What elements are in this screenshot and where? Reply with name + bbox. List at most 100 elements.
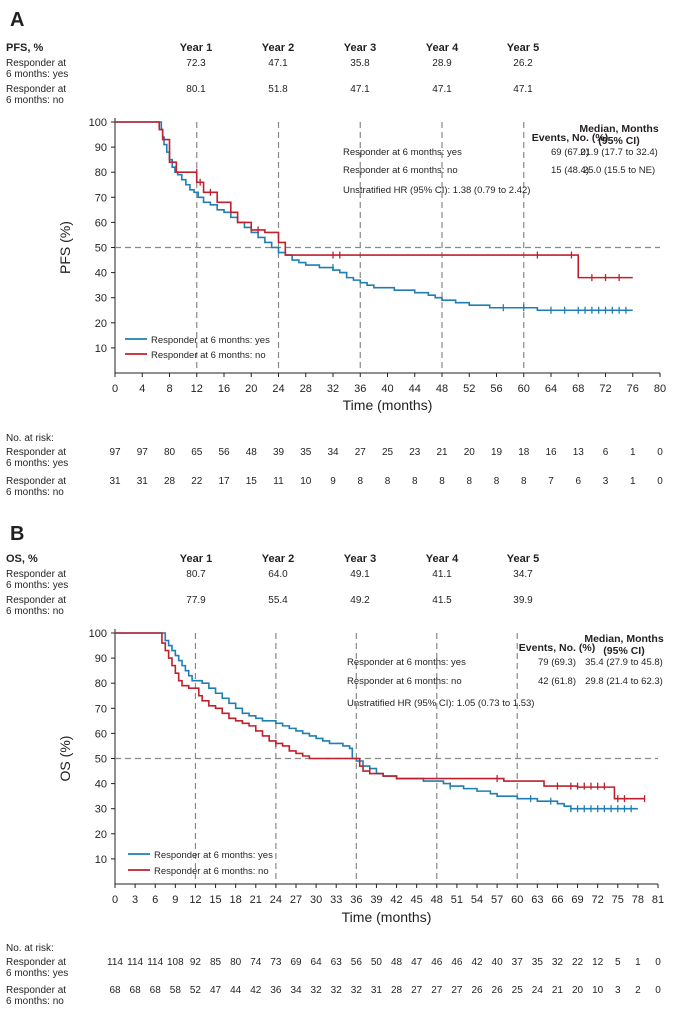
panel-b-at-risk-value: 32 [552,957,564,968]
panel-a-letter: A [10,9,24,31]
panel-b-x-tick-label: 69 [571,894,583,906]
panel-a-at-risk-value: 17 [218,476,230,487]
panel-b-at-risk-value: 68 [150,985,162,996]
panel-a-at-risk-value: 8 [521,476,527,487]
panel-a-at-risk-value: 13 [573,447,585,458]
panel-a-at-risk-value: 6 [575,476,581,487]
panel-b-table-value: 39.9 [513,595,533,606]
panel-a-year-header: Year 1 [180,42,212,54]
panel-b-stats-events: 42 (61.8) [538,676,576,687]
panel-b-at-risk-value: 40 [492,957,504,968]
panel-a-at-risk-value: 8 [412,476,418,487]
panel-b-at-risk-value: 114 [127,957,143,968]
panel-a-at-risk-label: Responder at [6,476,66,487]
panel-a-x-tick-label: 76 [627,383,639,395]
panel-a-at-risk-label: Responder at [6,447,66,458]
panel-b-table-value: 41.5 [432,595,452,606]
panel-a-at-risk-value: 97 [137,447,149,458]
panel-a-at-risk-value: 8 [466,476,472,487]
panel-b-at-risk-value: 47 [210,985,222,996]
panel-b-at-risk-value: 114 [147,957,163,968]
panel-a-y-tick-label: 30 [95,293,107,305]
panel-b-x-tick-label: 42 [390,894,402,906]
panel-b-table-value: 34.7 [513,569,533,580]
panel-a-at-risk-value: 48 [246,447,258,458]
panel-b-at-risk-label: 6 months: yes [6,968,68,979]
panel-b-at-risk-value: 47 [411,957,423,968]
panel-b-letter: B [10,523,24,545]
panel-a-x-tick-label: 40 [381,383,393,395]
panel-b-at-risk-label: 6 months: no [6,996,64,1007]
panel-a-x-tick-label: 72 [599,383,611,395]
panel-b-x-tick-label: 39 [370,894,382,906]
panel-b-at-risk-title: No. at risk: [6,943,54,954]
panel-a-table-row-label: 6 months: yes [6,69,68,80]
panel-b-at-risk-value: 21 [552,985,564,996]
panel-b-at-risk-value: 27 [451,985,463,996]
panel-a-legend-label: Responder at 6 months: no [151,350,266,361]
panel-a-at-risk-value: 35 [300,447,312,458]
panel-b-curve-yes [115,632,638,810]
panel-b-x-tick-label: 57 [491,894,503,906]
panel-a-at-risk-value: 3 [603,476,609,487]
panel-b-x-tick-label: 27 [290,894,302,906]
panel-b-at-risk-value: 37 [512,957,524,968]
panel-b-x-tick-label: 24 [270,894,282,906]
panel-b-year-header: Year 4 [426,553,459,565]
panel-a-x-tick-label: 60 [518,383,530,395]
panel-b-table-value: 77.9 [186,595,206,606]
panel-b-x-tick-label: 81 [652,894,664,906]
panel-b-x-tick-label: 36 [350,894,362,906]
panel-a-at-risk-value: 56 [218,447,230,458]
panel-a-at-risk-value: 19 [491,447,503,458]
panel-b-y-tick-label: 20 [95,829,107,841]
panel-b-x-tick-label: 3 [132,894,138,906]
panel-b-x-tick-label: 0 [112,894,118,906]
panel-b-at-risk-value: 68 [109,985,121,996]
panel-a-table-value: 51.8 [268,84,288,95]
panel-b-stats-median: 29.8 (21.4 to 62.3) [585,676,663,687]
panel-a-stats-events: 15 (48.4) [551,165,589,176]
panel-b-x-tick-label: 48 [431,894,443,906]
panel-b-at-risk-value: 32 [311,985,323,996]
panel-a-at-risk-value: 23 [409,447,421,458]
panel-b-y-tick-label: 40 [95,779,107,791]
panel-b-y-axis-label: OS (%) [57,736,73,782]
panel-b-at-risk-value: 80 [230,957,242,968]
panel-b-at-risk-value: 28 [391,985,403,996]
panel-a-at-risk-value: 80 [164,447,176,458]
panel-a-at-risk-value: 25 [382,447,394,458]
panel-b-at-risk-value: 44 [230,985,242,996]
panel-b-x-tick-label: 33 [330,894,342,906]
panel-a-x-tick-label: 24 [272,383,284,395]
panel-b-at-risk-value: 42 [471,957,483,968]
panel-b-y-tick-label: 70 [95,703,107,715]
panel-a-at-risk-value: 22 [191,476,203,487]
panel-a-x-tick-label: 12 [191,383,203,395]
panel-a-x-tick-label: 48 [436,383,448,395]
panel-b-median-header: (95% CI) [603,645,644,657]
panel-b-at-risk-value: 73 [270,957,282,968]
panel-a-stats-events: 69 (67.0) [551,147,589,158]
panel-a-x-tick-label: 56 [490,383,502,395]
panel-b-year-header: Year 3 [344,553,376,565]
panel-b-at-risk-value: 2 [635,985,641,996]
panel-b-x-tick-label: 60 [511,894,523,906]
panel-a-at-risk-value: 6 [603,447,609,458]
panel-b-at-risk-value: 69 [290,957,302,968]
panel-b-at-risk-value: 56 [351,957,363,968]
panel-b-table-value: 41.1 [432,569,452,580]
panel-b-table-value: 55.4 [268,595,288,606]
panel-b-at-risk-value: 74 [250,957,262,968]
panel-b-stats-median: 35.4 (27.9 to 45.8) [585,657,663,668]
panel-b-at-risk-value: 114 [107,957,123,968]
panel-a-at-risk-value: 28 [164,476,176,487]
panel-b-y-tick-label: 80 [95,678,107,690]
panel-b-at-risk-value: 32 [351,985,363,996]
panel-a-x-tick-label: 16 [218,383,230,395]
panel-b-at-risk-value: 48 [391,957,403,968]
panel-a-at-risk-value: 8 [385,476,391,487]
panel-b-x-tick-label: 45 [411,894,423,906]
panel-a-legend-label: Responder at 6 months: yes [151,335,270,346]
